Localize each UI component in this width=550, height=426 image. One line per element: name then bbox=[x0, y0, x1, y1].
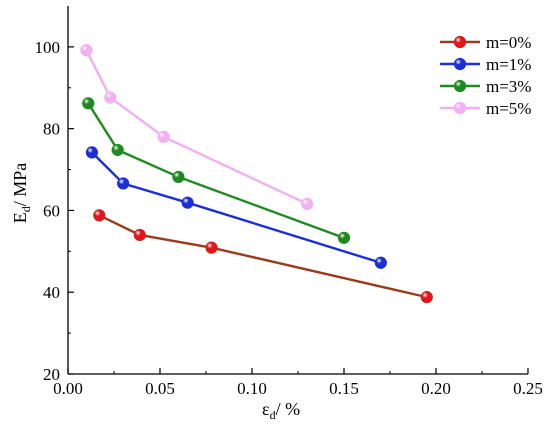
data-point bbox=[93, 209, 106, 222]
data-point bbox=[420, 291, 433, 304]
data-point bbox=[181, 196, 194, 209]
series-line bbox=[98, 214, 428, 299]
legend-marker bbox=[453, 35, 467, 49]
series-m=0% bbox=[93, 209, 433, 304]
data-point bbox=[205, 241, 218, 254]
data-point bbox=[133, 228, 146, 242]
x-tick-label: 0.25 bbox=[513, 379, 543, 398]
legend-marker bbox=[453, 57, 467, 71]
data-point bbox=[104, 91, 117, 104]
y-tick-label: 60 bbox=[43, 201, 60, 220]
legend-marker bbox=[453, 101, 467, 115]
legend-item: m=0% bbox=[440, 33, 531, 52]
series-line bbox=[85, 49, 308, 205]
y-tick-label: 100 bbox=[35, 38, 61, 57]
x-tick-label: 0.00 bbox=[53, 379, 83, 398]
axes: 0.00 0.05 0.10 0.15 0.20 0.25 20 40 60 80 100 bbox=[35, 6, 543, 398]
x-axis-title-unit: / % bbox=[276, 399, 301, 419]
data-point bbox=[82, 97, 95, 110]
x-axis-title: εd/ % bbox=[262, 399, 300, 422]
legend-item: m=1% bbox=[440, 55, 531, 74]
x-axis-title-symbol: ε bbox=[262, 399, 270, 419]
data-point bbox=[172, 170, 185, 184]
series-layer bbox=[80, 44, 433, 304]
legend-label: m=1% bbox=[486, 55, 531, 74]
legend-item: m=3% bbox=[440, 77, 531, 96]
data-point bbox=[374, 256, 387, 269]
y-tick-label: 80 bbox=[43, 120, 60, 139]
data-point bbox=[111, 143, 124, 157]
data-point bbox=[117, 177, 130, 190]
x-axis-title-subscript: d bbox=[270, 408, 276, 422]
data-point bbox=[337, 231, 351, 244]
legend-marker bbox=[453, 79, 467, 93]
series-line bbox=[91, 151, 382, 264]
y-axis-title-unit: / MPa bbox=[10, 163, 30, 207]
series-m=1% bbox=[85, 146, 387, 269]
y-tick-label: 20 bbox=[43, 365, 60, 384]
series-line bbox=[87, 102, 345, 239]
x-tick-label: 0.15 bbox=[329, 379, 359, 398]
legend-label: m=0% bbox=[486, 33, 531, 52]
x-tick-label: 0.10 bbox=[237, 379, 267, 398]
data-point bbox=[157, 130, 170, 143]
series-m=5% bbox=[80, 44, 314, 211]
y-axis-title-symbol: E bbox=[10, 212, 30, 223]
x-tick-label: 0.20 bbox=[421, 379, 451, 398]
x-tick-label: 0.05 bbox=[145, 379, 175, 398]
data-point bbox=[85, 146, 99, 159]
data-point bbox=[80, 44, 93, 57]
y-axis-title-subscript: d bbox=[19, 206, 33, 212]
legend: m=0% m=1% m=3% m=5% bbox=[440, 33, 531, 118]
y-axis-title: Ed/ MPa bbox=[10, 163, 33, 224]
data-point bbox=[301, 197, 314, 211]
series-m=3% bbox=[82, 97, 351, 244]
legend-label: m=5% bbox=[486, 99, 531, 118]
legend-item: m=5% bbox=[440, 99, 531, 118]
y-tick-label: 40 bbox=[43, 283, 60, 302]
legend-label: m=3% bbox=[486, 77, 531, 96]
